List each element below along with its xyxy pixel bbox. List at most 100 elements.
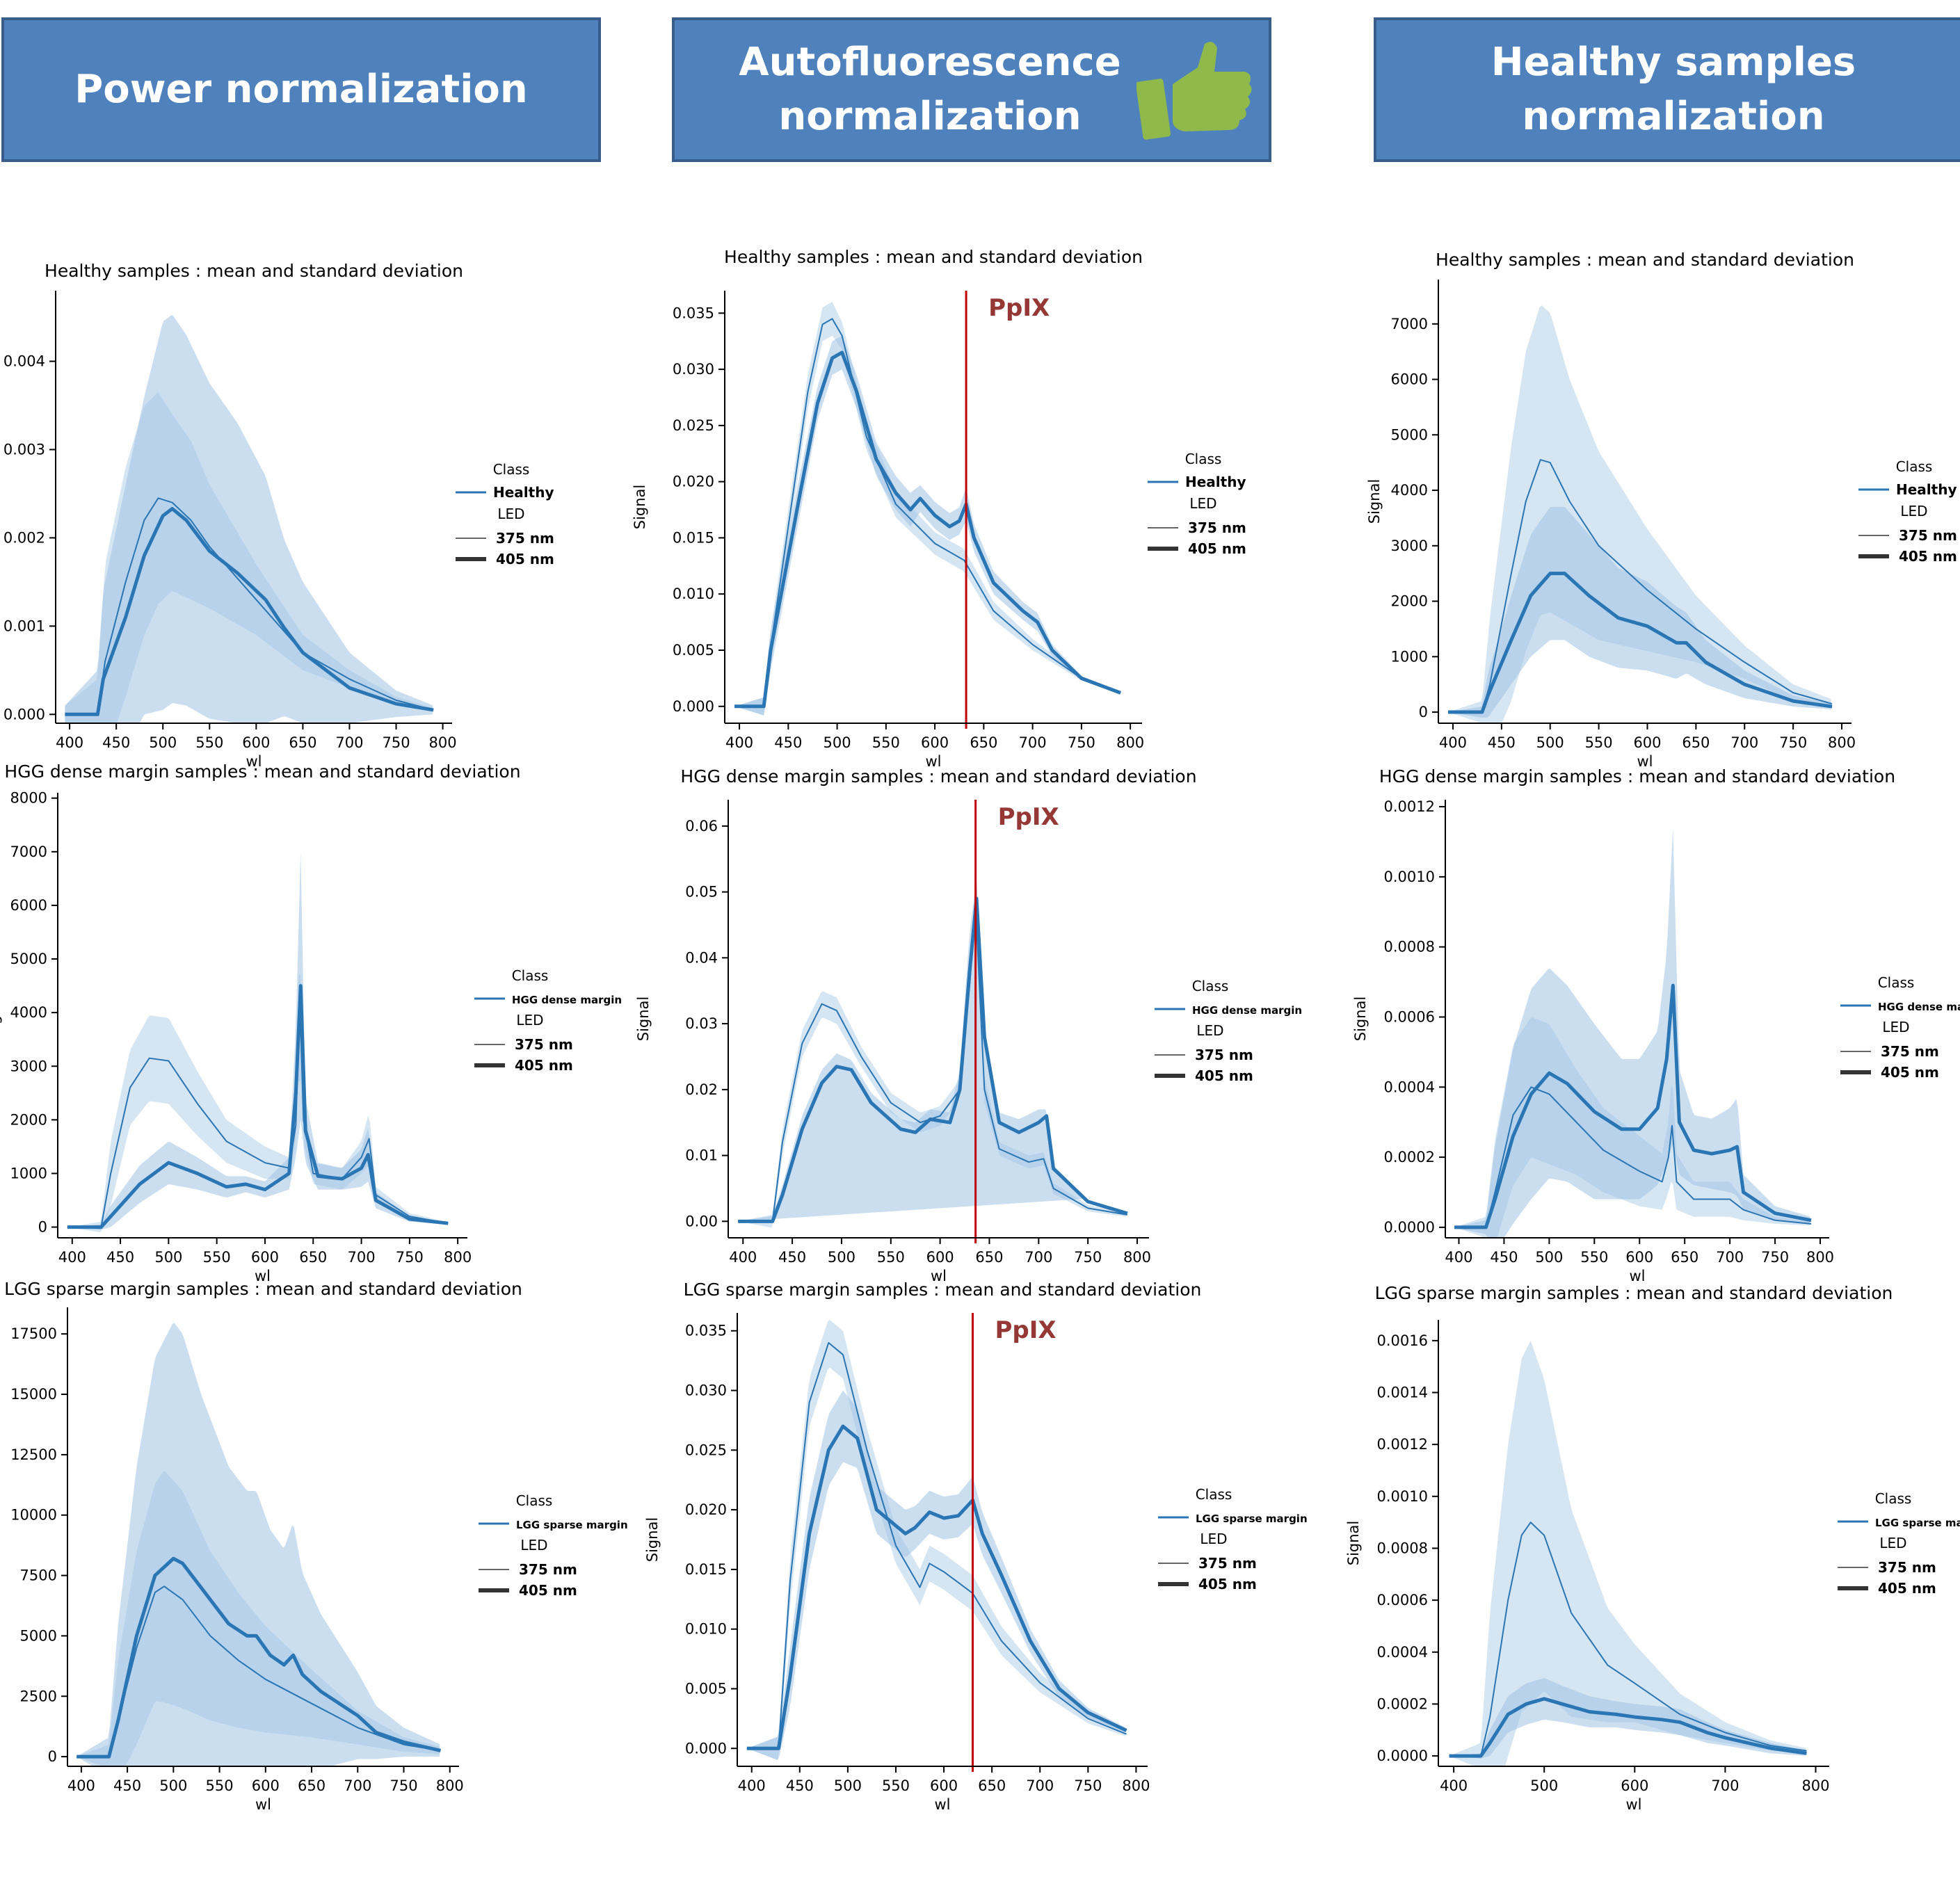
y-axis-label: Signal <box>635 997 652 1042</box>
header-auto-line-2: normalization <box>778 94 1082 139</box>
legend-375nm-label: 375 nm <box>519 1561 577 1578</box>
x-axis-label: wl <box>1625 1796 1641 1813</box>
x-tick-label: 600 <box>1633 734 1661 751</box>
legend-class-label: LGG sparse margin <box>516 1519 628 1531</box>
legend-title-class: Class <box>512 967 549 984</box>
y-tick-label: 2000 <box>1391 593 1428 610</box>
legend: Class HGG dense margin LED 375 nm 405 nm <box>1840 974 1960 1081</box>
x-tick-label: 400 <box>1440 1777 1468 1794</box>
x-axis-label: wl <box>1637 753 1653 770</box>
x-tick-label: 750 <box>1068 734 1095 751</box>
x-tick-label: 400 <box>725 734 753 751</box>
y-tick-label: 0.0002 <box>1377 1695 1428 1712</box>
x-tick-label: 700 <box>1730 734 1758 751</box>
legend-title-led: LED <box>1879 1535 1906 1551</box>
legend-title-class: Class <box>516 1492 553 1509</box>
legend-375nm-label: 375 nm <box>1188 519 1246 536</box>
legend-375nm-label: 375 nm <box>1878 1559 1936 1576</box>
y-tick-label: 2500 <box>20 1688 57 1704</box>
y-tick-label: 0.030 <box>673 361 714 378</box>
chart-p_lgg: 400 450 500 550 600 650 700 750 800 0 2500 5000 7500… <box>4 1279 627 1813</box>
y-tick-label: 0.04 <box>685 949 718 966</box>
y-tick-label: 0.010 <box>673 586 714 602</box>
x-tick-label: 600 <box>930 1777 958 1794</box>
chart-h_lgg: 400 500 600 700 800 0.0000 0.0002 0.0004 0.0006 0… <box>1345 1283 1960 1813</box>
y-tick-label: 0.05 <box>685 884 718 901</box>
ppix-label: PpIX <box>988 294 1050 322</box>
y-axis-label: Signal <box>1352 997 1369 1042</box>
y-tick-label: 0.02 <box>685 1081 718 1098</box>
y-tick-label: 0 <box>1419 704 1428 720</box>
x-tick-label: 650 <box>975 1249 1003 1266</box>
x-axis-label: wl <box>246 753 262 770</box>
legend-title-led: LED <box>1882 1019 1909 1035</box>
chart-title: Healthy samples : mean and standard devi… <box>1436 250 1854 270</box>
x-axis-label: wl <box>925 753 941 770</box>
x-tick-label: 500 <box>824 734 851 751</box>
legend-class-label: HGG dense margin <box>512 994 622 1006</box>
legend-405nm-label: 405 nm <box>515 1057 573 1074</box>
legend-405nm-label: 405 nm <box>496 551 554 567</box>
x-tick-label: 650 <box>978 1777 1006 1794</box>
y-tick-label: 0.035 <box>685 1323 727 1339</box>
x-tick-label: 800 <box>1828 734 1856 751</box>
thumbs-up-icon <box>1136 42 1252 140</box>
x-tick-label: 750 <box>389 1777 417 1794</box>
x-tick-label: 700 <box>335 734 363 751</box>
legend-405nm-label: 405 nm <box>1878 1580 1936 1597</box>
x-tick-label: 700 <box>1716 1249 1744 1266</box>
legend-class-label: HGG dense margin <box>1878 1001 1960 1013</box>
header-power-line-1: Power normalization <box>74 67 528 112</box>
x-tick-label: 750 <box>1779 734 1807 751</box>
y-tick-label: 1000 <box>10 1165 47 1181</box>
y-axis-label: Signal <box>1345 1521 1362 1566</box>
std-band-375nm <box>1449 1340 1806 1766</box>
legend: Class HGG dense margin LED 375 nm 405 nm <box>1155 978 1302 1084</box>
x-tick-label: 700 <box>1711 1777 1739 1794</box>
y-tick-label: 0.005 <box>685 1680 727 1697</box>
legend-title-class: Class <box>1875 1490 1912 1507</box>
y-tick-label: 0.025 <box>685 1442 727 1458</box>
y-tick-label: 7000 <box>1391 316 1428 332</box>
chart-title: LGG sparse margin samples : mean and sta… <box>4 1279 522 1299</box>
x-tick-label: 500 <box>828 1249 856 1266</box>
std-band-405nm <box>65 315 433 724</box>
legend-375nm-label: 375 nm <box>1195 1047 1253 1063</box>
y-tick-label: 4000 <box>1391 482 1428 499</box>
legend-title-class: Class <box>1196 1486 1232 1503</box>
y-tick-label: 7500 <box>20 1567 57 1584</box>
x-tick-label: 500 <box>159 1777 187 1794</box>
x-tick-label: 500 <box>834 1777 862 1794</box>
x-tick-label: 500 <box>1535 1249 1563 1266</box>
y-tick-label: 0.015 <box>685 1561 727 1578</box>
legend-405nm-label: 405 nm <box>519 1582 577 1599</box>
x-tick-label: 450 <box>786 1777 814 1794</box>
y-tick-label: 0.0004 <box>1377 1644 1428 1661</box>
x-tick-label: 450 <box>778 1249 806 1266</box>
y-tick-label: 0.0010 <box>1384 869 1435 885</box>
y-tick-label: 0.0004 <box>1384 1079 1435 1095</box>
ppix-label: PpIX <box>998 803 1059 831</box>
std-band-405nm <box>1447 506 1831 718</box>
x-tick-label: 800 <box>1806 1249 1834 1266</box>
y-tick-label: 0.0014 <box>1377 1385 1428 1401</box>
x-tick-label: 500 <box>1530 1777 1558 1794</box>
y-tick-label: 0.005 <box>673 642 714 659</box>
chart-title: LGG sparse margin samples : mean and sta… <box>684 1280 1202 1300</box>
x-tick-label: 400 <box>1439 734 1467 751</box>
x-tick-label: 800 <box>1123 1249 1151 1266</box>
legend-title-led: LED <box>1200 1531 1227 1547</box>
x-tick-label: 600 <box>251 1249 279 1266</box>
y-tick-label: 6000 <box>10 897 47 914</box>
y-tick-label: 0 <box>48 1748 57 1765</box>
x-tick-label: 400 <box>56 734 83 751</box>
legend: Class LGG sparse margin LED 375 nm 405 nm <box>1158 1486 1308 1592</box>
legend-title-led: LED <box>520 1537 547 1554</box>
legend: Class HGG dense margin LED 375 nm 405 nm <box>474 967 622 1074</box>
y-tick-label: 4000 <box>10 1004 47 1021</box>
mean-line-375nm <box>738 904 1127 1223</box>
x-tick-label: 750 <box>1074 1249 1102 1266</box>
y-tick-label: 0.06 <box>685 818 718 834</box>
x-tick-label: 800 <box>1122 1777 1150 1794</box>
